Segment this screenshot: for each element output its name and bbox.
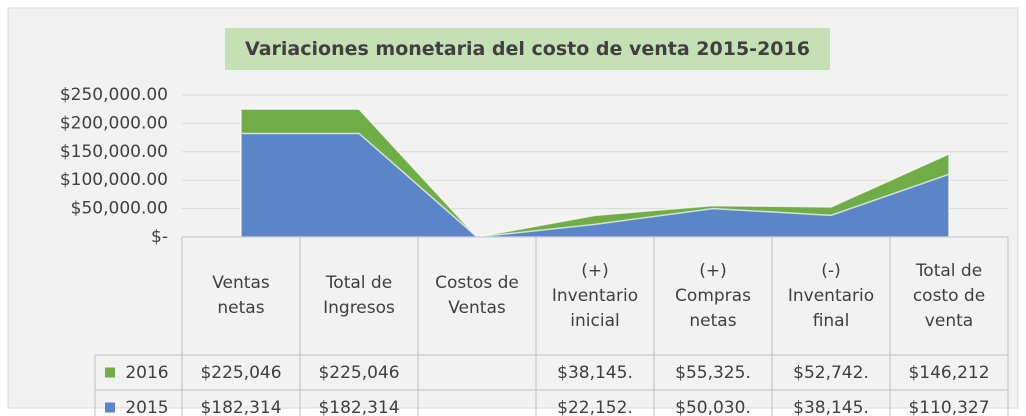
data-label: $146,212 — [908, 362, 990, 383]
legend-label: 2016 — [125, 362, 169, 383]
data-label: $52,742. — [793, 362, 869, 383]
data-label: $182,314 — [318, 397, 400, 416]
area — [240, 132, 950, 238]
data-label: $50,030. — [675, 397, 751, 416]
y-tick-label: $150,000.00 — [60, 142, 168, 162]
data-label: $55,325. — [675, 362, 751, 383]
chart-title: Variaciones monetaria del costo de venta… — [225, 28, 830, 70]
x-tick-label: Total de costo de venta — [912, 260, 986, 331]
y-tick-label: $100,000.00 — [60, 170, 168, 190]
legend-swatch — [105, 367, 115, 378]
x-tick-label: (-) Inventario final — [787, 260, 875, 331]
x-tick-label: (+) Compras netas — [675, 260, 751, 331]
legend-swatch — [105, 402, 115, 413]
x-tick-label: (+) Inventario inicial — [551, 260, 639, 331]
x-tick-label: Costos de Ventas — [435, 273, 519, 318]
x-tick-label: Total de Ingresos — [323, 273, 395, 318]
y-tick-label: $50,000.00 — [71, 199, 168, 219]
data-label: $110,327 — [908, 397, 990, 416]
data-label: $38,145. — [793, 397, 869, 416]
y-tick-label: $250,000.00 — [60, 85, 168, 105]
data-label: $22,152. — [557, 397, 633, 416]
data-label — [418, 390, 536, 416]
legend-label: 2015 — [125, 397, 169, 416]
data-label: $38,145. — [557, 362, 633, 383]
data-label: $182,314 — [200, 397, 282, 416]
x-tick-label: Ventas netas — [212, 273, 270, 318]
data-label: $225,046 — [200, 362, 282, 383]
y-tick-label: $- — [151, 227, 168, 247]
data-label — [418, 355, 536, 390]
data-label: $225,046 — [318, 362, 400, 383]
y-tick-label: $200,000.00 — [60, 113, 168, 133]
